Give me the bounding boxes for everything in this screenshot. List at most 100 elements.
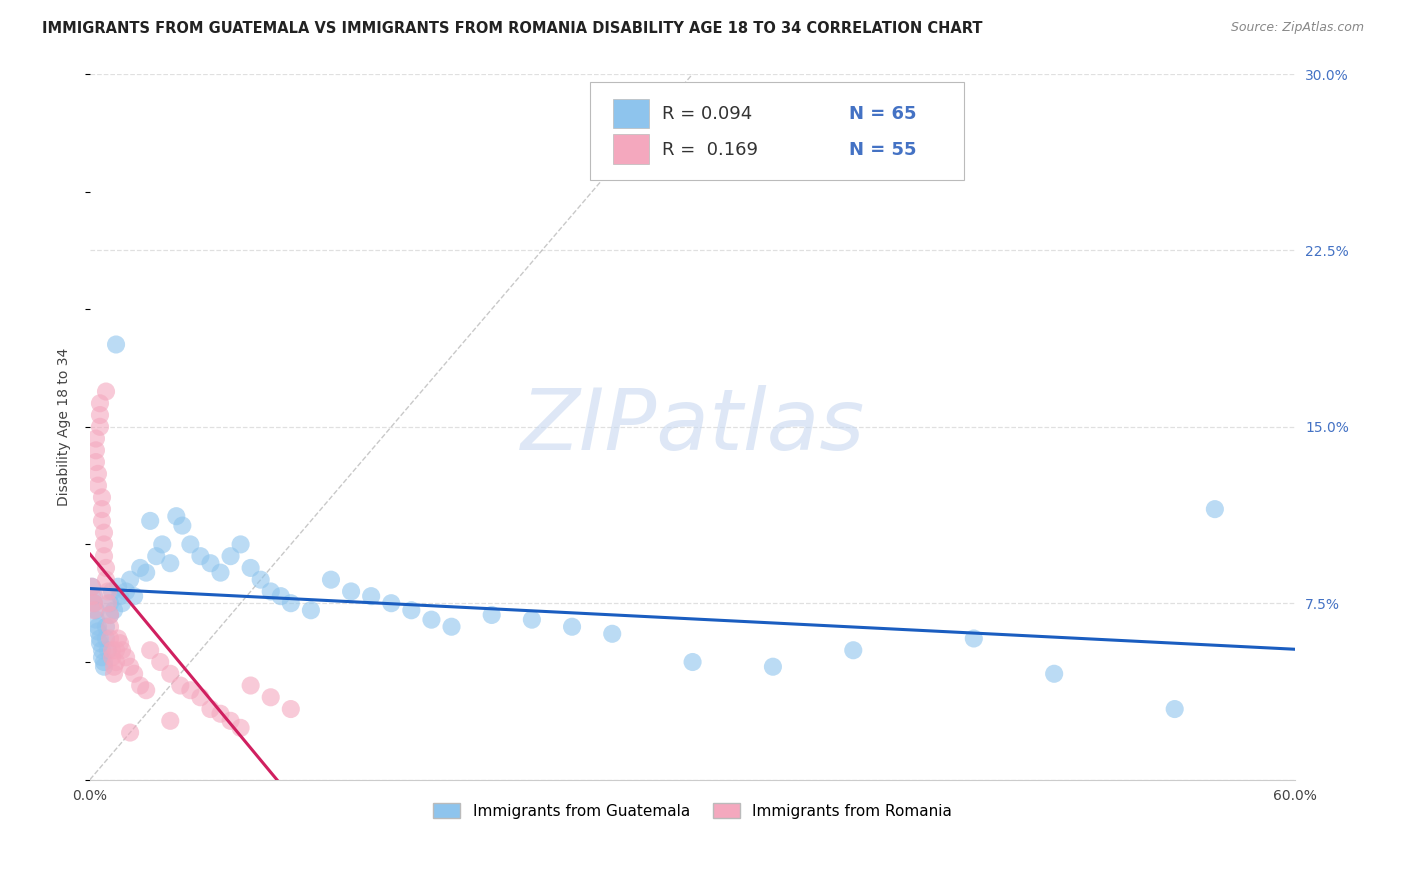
Point <box>115 584 138 599</box>
Point <box>249 573 271 587</box>
Point <box>98 607 121 622</box>
Point <box>270 589 292 603</box>
Point <box>122 589 145 603</box>
Point <box>481 607 503 622</box>
Point <box>101 584 124 599</box>
Point <box>299 603 322 617</box>
Point <box>98 632 121 646</box>
Point <box>107 580 129 594</box>
Point <box>107 632 129 646</box>
Point <box>135 566 157 580</box>
Point <box>94 573 117 587</box>
Point <box>93 537 115 551</box>
Point <box>360 589 382 603</box>
Point <box>172 518 194 533</box>
Point <box>260 690 283 705</box>
Point <box>1043 666 1066 681</box>
Point <box>91 514 114 528</box>
Point <box>842 643 865 657</box>
Point <box>420 613 443 627</box>
Point <box>111 596 134 610</box>
Point <box>98 607 121 622</box>
Point <box>260 584 283 599</box>
Point <box>963 632 986 646</box>
Point <box>97 584 120 599</box>
FancyBboxPatch shape <box>591 82 963 180</box>
Point <box>101 650 124 665</box>
Point <box>190 690 212 705</box>
Point <box>169 679 191 693</box>
Point <box>101 643 124 657</box>
Point <box>87 620 110 634</box>
Point <box>94 620 117 634</box>
Point <box>129 561 152 575</box>
Point <box>440 620 463 634</box>
Point <box>150 537 173 551</box>
Point <box>159 666 181 681</box>
Point <box>120 725 142 739</box>
Legend: Immigrants from Guatemala, Immigrants from Romania: Immigrants from Guatemala, Immigrants fr… <box>427 797 959 825</box>
Point <box>239 561 262 575</box>
Point <box>115 650 138 665</box>
Text: ZIPatlas: ZIPatlas <box>520 385 865 468</box>
Point <box>600 627 623 641</box>
Point <box>111 643 134 657</box>
Point <box>105 655 128 669</box>
Point <box>83 596 105 610</box>
Point <box>762 659 785 673</box>
Point <box>94 561 117 575</box>
FancyBboxPatch shape <box>613 99 650 128</box>
Point <box>103 659 125 673</box>
Point <box>91 502 114 516</box>
Point <box>91 650 114 665</box>
Point <box>682 655 704 669</box>
Point <box>94 384 117 399</box>
Point <box>1204 502 1226 516</box>
Text: IMMIGRANTS FROM GUATEMALA VS IMMIGRANTS FROM ROMANIA DISABILITY AGE 18 TO 34 COR: IMMIGRANTS FROM GUATEMALA VS IMMIGRANTS … <box>42 21 983 36</box>
Point <box>84 432 107 446</box>
Point <box>122 666 145 681</box>
Point <box>105 337 128 351</box>
Point <box>139 643 162 657</box>
Text: N = 55: N = 55 <box>849 141 917 159</box>
Point <box>401 603 423 617</box>
Point <box>380 596 402 610</box>
Point <box>89 419 111 434</box>
Point <box>89 408 111 422</box>
Point <box>179 683 201 698</box>
Point <box>120 659 142 673</box>
Point <box>98 596 121 610</box>
Point <box>229 721 252 735</box>
Text: Source: ZipAtlas.com: Source: ZipAtlas.com <box>1230 21 1364 34</box>
Point <box>89 636 111 650</box>
Text: R =  0.169: R = 0.169 <box>662 141 758 159</box>
Point <box>219 714 242 728</box>
Point <box>209 566 232 580</box>
Point <box>520 613 543 627</box>
Point <box>135 683 157 698</box>
Point <box>219 549 242 564</box>
Point <box>91 491 114 505</box>
Point <box>84 613 107 627</box>
Point <box>98 620 121 634</box>
Point <box>105 643 128 657</box>
Point <box>209 706 232 721</box>
Point <box>103 666 125 681</box>
Y-axis label: Disability Age 18 to 34: Disability Age 18 to 34 <box>58 348 72 506</box>
Point <box>93 549 115 564</box>
Point <box>84 443 107 458</box>
Point <box>200 702 222 716</box>
Point <box>1163 702 1185 716</box>
Point <box>145 549 167 564</box>
Point <box>319 573 342 587</box>
Point <box>80 580 103 594</box>
Point <box>83 589 105 603</box>
Point <box>149 655 172 669</box>
Point <box>190 549 212 564</box>
Point <box>93 659 115 673</box>
Point <box>83 596 105 610</box>
Point <box>165 509 187 524</box>
Point <box>87 478 110 492</box>
Point <box>561 620 583 634</box>
Point <box>139 514 162 528</box>
